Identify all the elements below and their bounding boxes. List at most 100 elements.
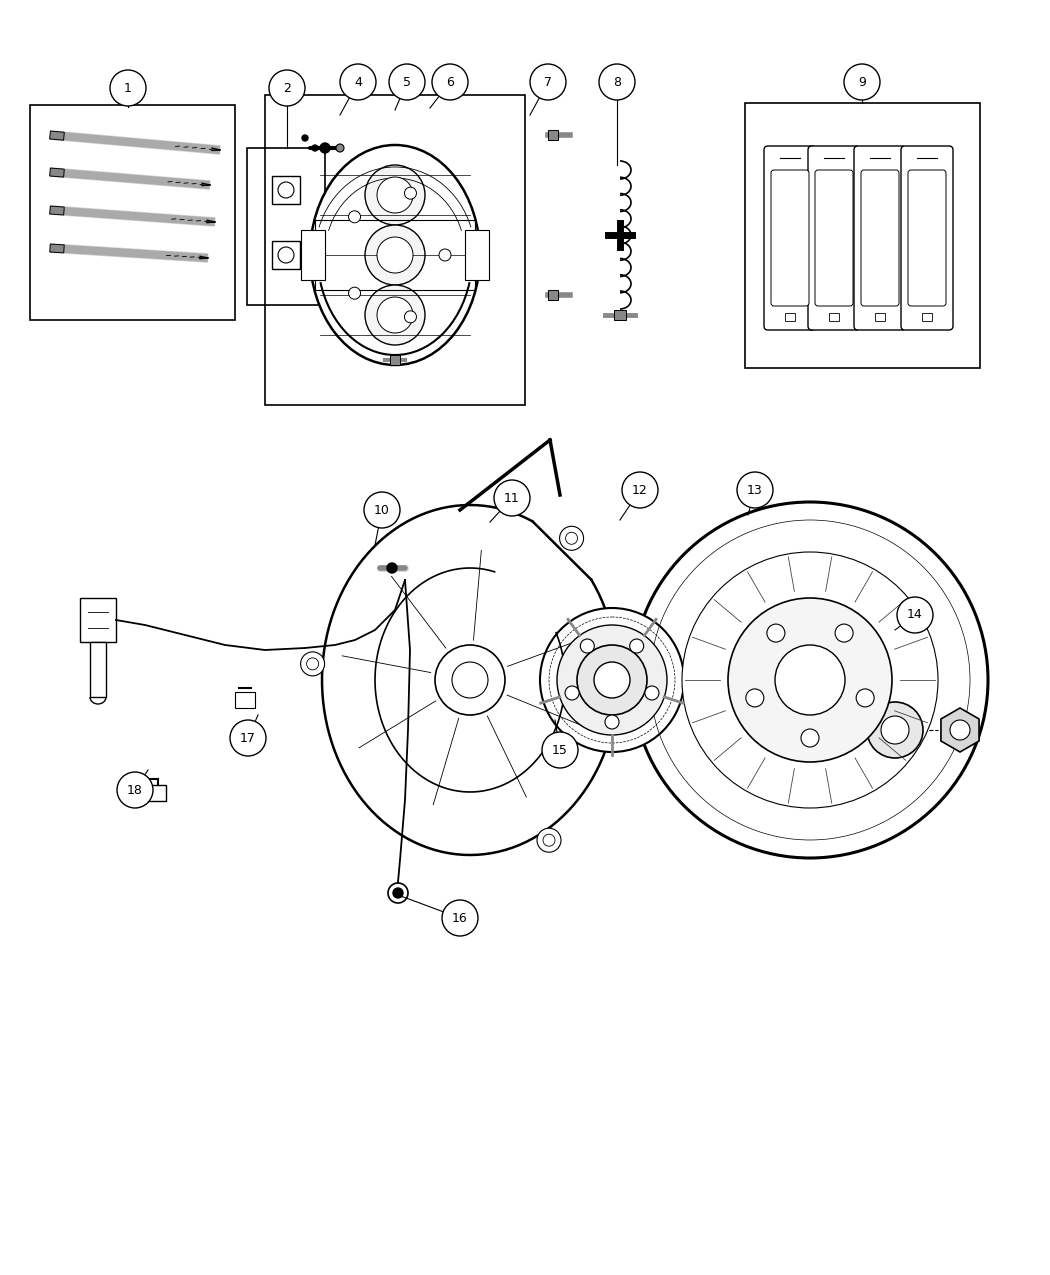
Circle shape [728, 598, 892, 762]
Bar [30, 105, 235, 320]
Circle shape [365, 224, 425, 286]
Bar [922, 312, 932, 321]
Circle shape [388, 884, 408, 903]
Circle shape [543, 834, 555, 847]
Circle shape [578, 645, 647, 715]
Circle shape [365, 286, 425, 346]
Circle shape [605, 715, 620, 729]
Circle shape [598, 64, 635, 99]
Circle shape [230, 720, 266, 756]
Circle shape [630, 639, 644, 653]
Circle shape [377, 237, 413, 273]
Bar [247, 148, 326, 305]
Circle shape [387, 564, 397, 572]
Bar [614, 310, 626, 320]
Circle shape [278, 182, 294, 198]
Circle shape [110, 70, 146, 106]
Bar [830, 312, 839, 321]
Bar [875, 312, 885, 321]
Text: 5: 5 [403, 75, 411, 88]
Circle shape [442, 900, 478, 936]
FancyBboxPatch shape [764, 147, 816, 330]
Bar [785, 312, 795, 321]
Bar [272, 241, 300, 269]
Circle shape [432, 64, 468, 99]
Circle shape [404, 187, 417, 199]
Text: 6: 6 [446, 75, 454, 88]
Bar [746, 103, 980, 368]
Circle shape [867, 703, 923, 759]
Text: 10: 10 [374, 504, 390, 516]
Circle shape [737, 472, 773, 507]
Circle shape [494, 479, 530, 516]
Circle shape [632, 502, 988, 858]
Bar [465, 230, 489, 280]
Circle shape [365, 164, 425, 224]
Text: 4: 4 [354, 75, 362, 88]
Text: 1: 1 [124, 82, 132, 94]
Polygon shape [49, 131, 64, 140]
Circle shape [835, 623, 853, 643]
Circle shape [881, 717, 909, 745]
Circle shape [340, 64, 376, 99]
Text: 18: 18 [127, 784, 143, 797]
Circle shape [775, 645, 845, 715]
Circle shape [364, 492, 400, 528]
FancyBboxPatch shape [901, 147, 953, 330]
Circle shape [950, 720, 970, 739]
Circle shape [349, 287, 360, 300]
Circle shape [530, 64, 566, 99]
Bar [138, 785, 166, 801]
Circle shape [856, 688, 875, 706]
Polygon shape [941, 708, 979, 752]
Circle shape [117, 771, 153, 808]
Circle shape [746, 688, 763, 706]
Circle shape [439, 249, 452, 261]
Bar [548, 130, 558, 140]
Circle shape [336, 144, 344, 152]
Text: 9: 9 [858, 75, 866, 88]
Circle shape [897, 597, 933, 632]
Bar [548, 289, 558, 300]
Circle shape [377, 177, 413, 213]
FancyBboxPatch shape [771, 170, 808, 306]
FancyBboxPatch shape [808, 147, 860, 330]
Circle shape [302, 135, 308, 142]
Bar [301, 230, 326, 280]
Circle shape [452, 662, 488, 697]
Circle shape [594, 662, 630, 697]
Circle shape [435, 645, 505, 715]
Circle shape [404, 311, 417, 323]
Circle shape [269, 70, 304, 106]
Circle shape [278, 247, 294, 263]
Circle shape [556, 625, 667, 734]
Text: 2: 2 [284, 82, 291, 94]
Bar [235, 692, 255, 708]
Text: 15: 15 [552, 743, 568, 756]
Bar [265, 96, 525, 405]
Circle shape [349, 210, 360, 223]
Text: 11: 11 [504, 491, 520, 505]
Text: 14: 14 [907, 608, 923, 621]
Circle shape [682, 552, 938, 808]
Circle shape [540, 608, 684, 752]
Bar [315, 221, 475, 289]
Circle shape [393, 887, 403, 898]
Text: 13: 13 [748, 483, 763, 496]
Circle shape [844, 64, 880, 99]
Bar [272, 176, 300, 204]
Text: 17: 17 [240, 732, 256, 745]
Bar [80, 598, 116, 643]
Circle shape [377, 297, 413, 333]
Circle shape [645, 686, 659, 700]
Polygon shape [49, 207, 64, 215]
Ellipse shape [310, 145, 480, 365]
Circle shape [801, 729, 819, 747]
Circle shape [300, 652, 324, 676]
Circle shape [320, 143, 330, 153]
Text: 12: 12 [632, 483, 648, 496]
Circle shape [622, 472, 658, 507]
FancyBboxPatch shape [908, 170, 946, 306]
Circle shape [537, 829, 561, 852]
Circle shape [307, 658, 318, 669]
